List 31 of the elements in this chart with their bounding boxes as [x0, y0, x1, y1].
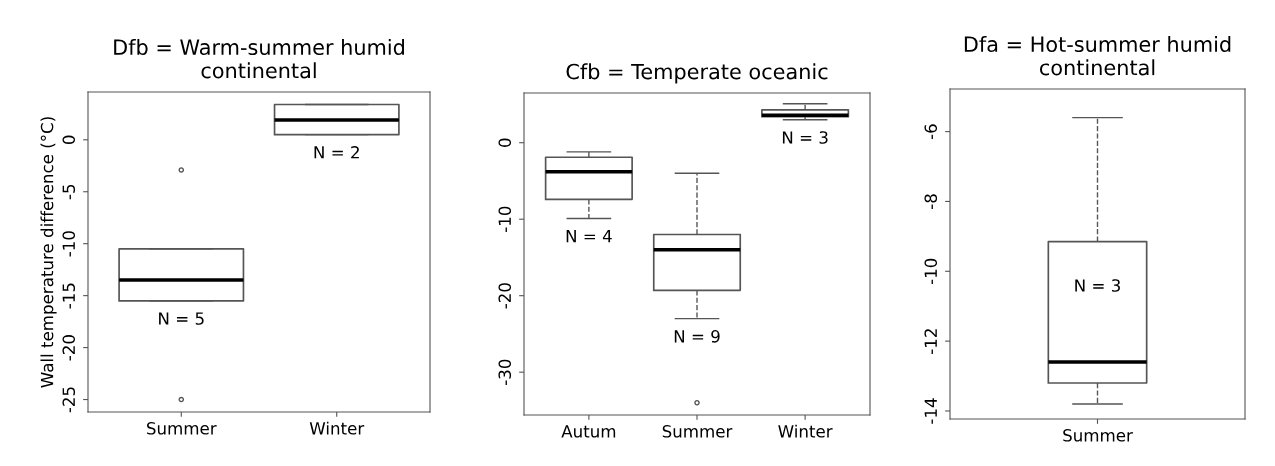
x-tick-label: Autum — [561, 425, 616, 438]
y-tick-label: -14 — [924, 398, 937, 424]
x-tick-label: Summer — [662, 425, 733, 438]
annotation: N = 9 — [674, 330, 720, 343]
y-tick-label: -10 — [924, 258, 938, 285]
y-tick-label: -20 — [498, 283, 512, 309]
x-tick-label: Summer — [147, 422, 217, 435]
x-tick-label: Winter — [778, 424, 833, 438]
x-tick-label: Winter — [309, 421, 365, 435]
chart-title: Dfa = Hot-summer humid continental — [964, 35, 1231, 76]
chart-title: Dfb = Warm-summer humid continental — [114, 38, 404, 79]
annotation: N = 2 — [314, 146, 359, 159]
annotation: N = 3 — [1075, 279, 1120, 292]
annotation: N = 3 — [782, 131, 828, 144]
y-tick-label: -10 — [498, 206, 512, 232]
x-tick-label: Summer — [1063, 429, 1133, 442]
y-tick-label: -8 — [924, 194, 938, 209]
y-axis-title: Wall temperature difference (°C) — [40, 117, 57, 388]
y-tick-label: -6 — [924, 124, 938, 140]
y-tick-label: -25 — [62, 387, 76, 413]
chart-title: Cfb = Temperate oceanic — [566, 63, 828, 84]
y-tick-label: -15 — [62, 283, 76, 309]
y-tick-label: -30 — [498, 359, 512, 385]
y-tick-label: -5 — [62, 184, 76, 200]
y-tick-label: -20 — [62, 335, 76, 361]
annotation: N = 5 — [159, 312, 204, 325]
y-tick-label: 0 — [498, 138, 512, 147]
y-tick-label: 0 — [62, 135, 76, 144]
y-tick-label: -10 — [62, 231, 76, 257]
y-tick-label: -12 — [924, 329, 937, 354]
annotation: N = 4 — [566, 230, 612, 243]
